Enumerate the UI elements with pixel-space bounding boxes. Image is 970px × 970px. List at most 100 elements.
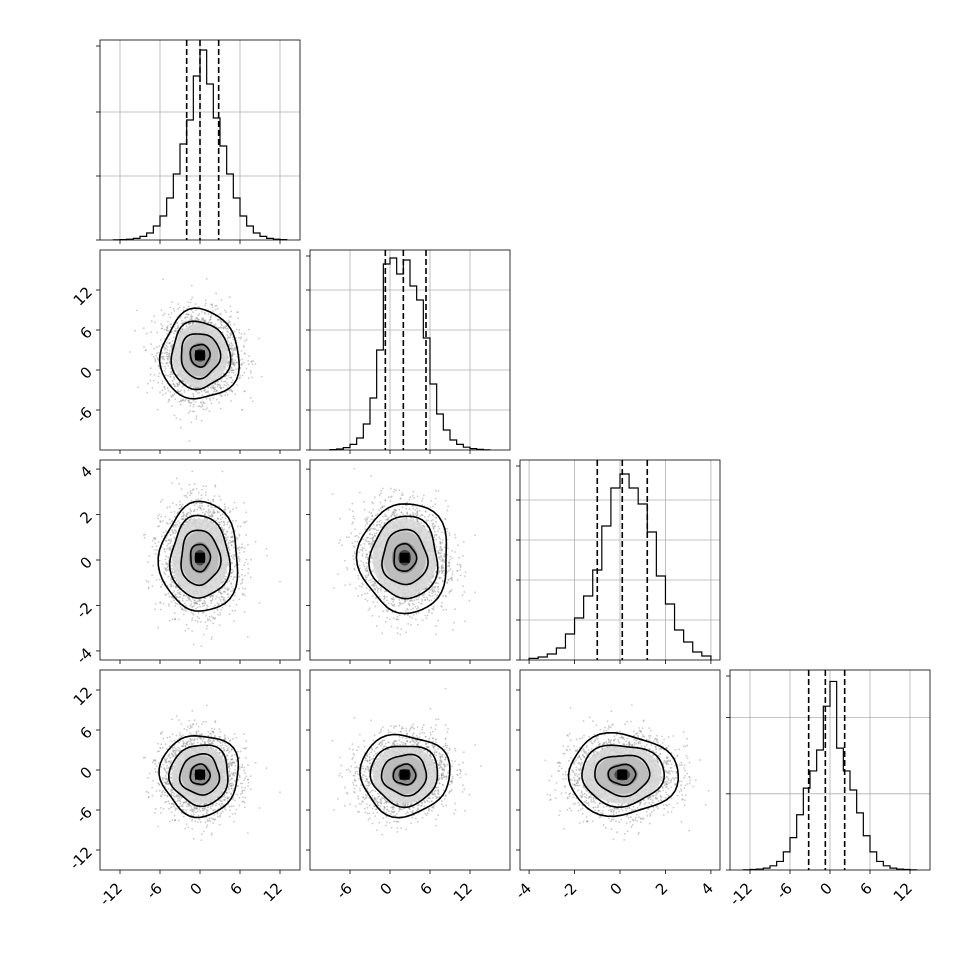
- sample-point: [167, 565, 170, 568]
- sample-point: [194, 602, 197, 604]
- sample-point: [223, 503, 226, 506]
- sample-point: [219, 611, 222, 614]
- sample-point: [210, 506, 213, 509]
- sample-point: [241, 578, 244, 581]
- sample-point: [172, 526, 175, 528]
- sample-point: [228, 389, 231, 392]
- sample-point: [235, 368, 237, 371]
- sample-point: [178, 306, 181, 309]
- sample-point: [164, 594, 167, 596]
- sample-point: [224, 327, 227, 329]
- sample-point: [242, 361, 245, 364]
- sample-point: [178, 381, 181, 384]
- sample-point: [234, 363, 236, 365]
- sample-point: [175, 417, 178, 419]
- sample-point: [166, 327, 169, 330]
- sample-point: [232, 344, 234, 347]
- sample-point: [207, 313, 210, 316]
- sample-point: [188, 400, 191, 403]
- sample-point: [175, 503, 178, 506]
- sample-point: [233, 330, 236, 333]
- sample-point: [209, 596, 212, 598]
- sample-point: [157, 525, 159, 528]
- sample-point: [230, 366, 233, 369]
- sample-point: [189, 410, 192, 413]
- sample-point: [196, 606, 199, 609]
- sample-point: [172, 382, 175, 385]
- sample-point: [207, 605, 209, 608]
- sample-point: [168, 547, 170, 549]
- sample-point: [199, 506, 202, 509]
- sample-point: [169, 534, 172, 536]
- sample-point: [241, 543, 244, 546]
- sample-point: [229, 347, 232, 350]
- sample-point: [163, 352, 166, 355]
- sample-point: [165, 567, 168, 570]
- sample-point: [232, 372, 235, 374]
- sample-point: [170, 595, 173, 598]
- sample-point: [231, 557, 234, 559]
- sample-point: [168, 352, 171, 355]
- sample-point: [183, 391, 186, 393]
- sample-point: [173, 524, 176, 527]
- sample-point: [240, 336, 243, 339]
- sample-point: [190, 401, 193, 404]
- sample-point: [180, 399, 182, 402]
- sample-point: [231, 369, 234, 371]
- sample-point: [207, 512, 209, 514]
- sample-point: [184, 398, 187, 401]
- sample-point: [189, 405, 192, 407]
- sample-point: [180, 506, 183, 509]
- sample-point: [196, 317, 199, 320]
- sample-point: [205, 491, 207, 494]
- sample-point: [194, 601, 197, 604]
- sample-point: [169, 373, 172, 376]
- sample-point: [165, 521, 168, 524]
- sample-point: [229, 334, 232, 336]
- sample-point: [175, 530, 178, 533]
- sample-point: [212, 386, 215, 389]
- sample-point: [210, 595, 212, 598]
- sample-point: [225, 381, 228, 384]
- sample-point: [155, 354, 158, 357]
- sample-point: [227, 541, 230, 544]
- sample-point: [220, 327, 223, 329]
- sample-point: [239, 582, 242, 585]
- sample-point: [234, 347, 237, 350]
- sample-point: [136, 309, 138, 312]
- sample-point: [244, 340, 246, 342]
- sample-point: [216, 307, 219, 310]
- sample-point: [195, 415, 198, 418]
- sample-point: [192, 598, 194, 600]
- sample-point: [231, 530, 234, 533]
- sample-point: [177, 520, 180, 522]
- sample-point: [249, 576, 252, 579]
- sample-point: [169, 345, 172, 347]
- sample-point: [228, 546, 230, 548]
- sample-point: [221, 516, 224, 519]
- sample-point: [177, 324, 179, 327]
- sample-point: [173, 376, 175, 378]
- sample-point: [197, 491, 200, 494]
- sample-point: [210, 314, 213, 317]
- sample-point: [245, 558, 248, 561]
- sample-point: [239, 525, 242, 528]
- sample-point: [227, 336, 229, 338]
- sample-point: [220, 386, 223, 389]
- sample-point: [225, 328, 228, 330]
- sample-point: [223, 524, 225, 527]
- hist-1-frame: [309, 249, 511, 451]
- sample-point: [212, 595, 214, 597]
- sample-point: [232, 338, 234, 341]
- sample-point: [241, 408, 244, 411]
- sample-point: [241, 574, 243, 576]
- sample-point: [231, 390, 234, 393]
- sample-point: [224, 375, 227, 378]
- sample-point: [231, 540, 234, 543]
- sample-point: [226, 573, 229, 576]
- sample-point: [181, 597, 184, 600]
- sample-point: [187, 399, 190, 402]
- sample-point: [224, 532, 227, 535]
- sample-point: [210, 402, 213, 404]
